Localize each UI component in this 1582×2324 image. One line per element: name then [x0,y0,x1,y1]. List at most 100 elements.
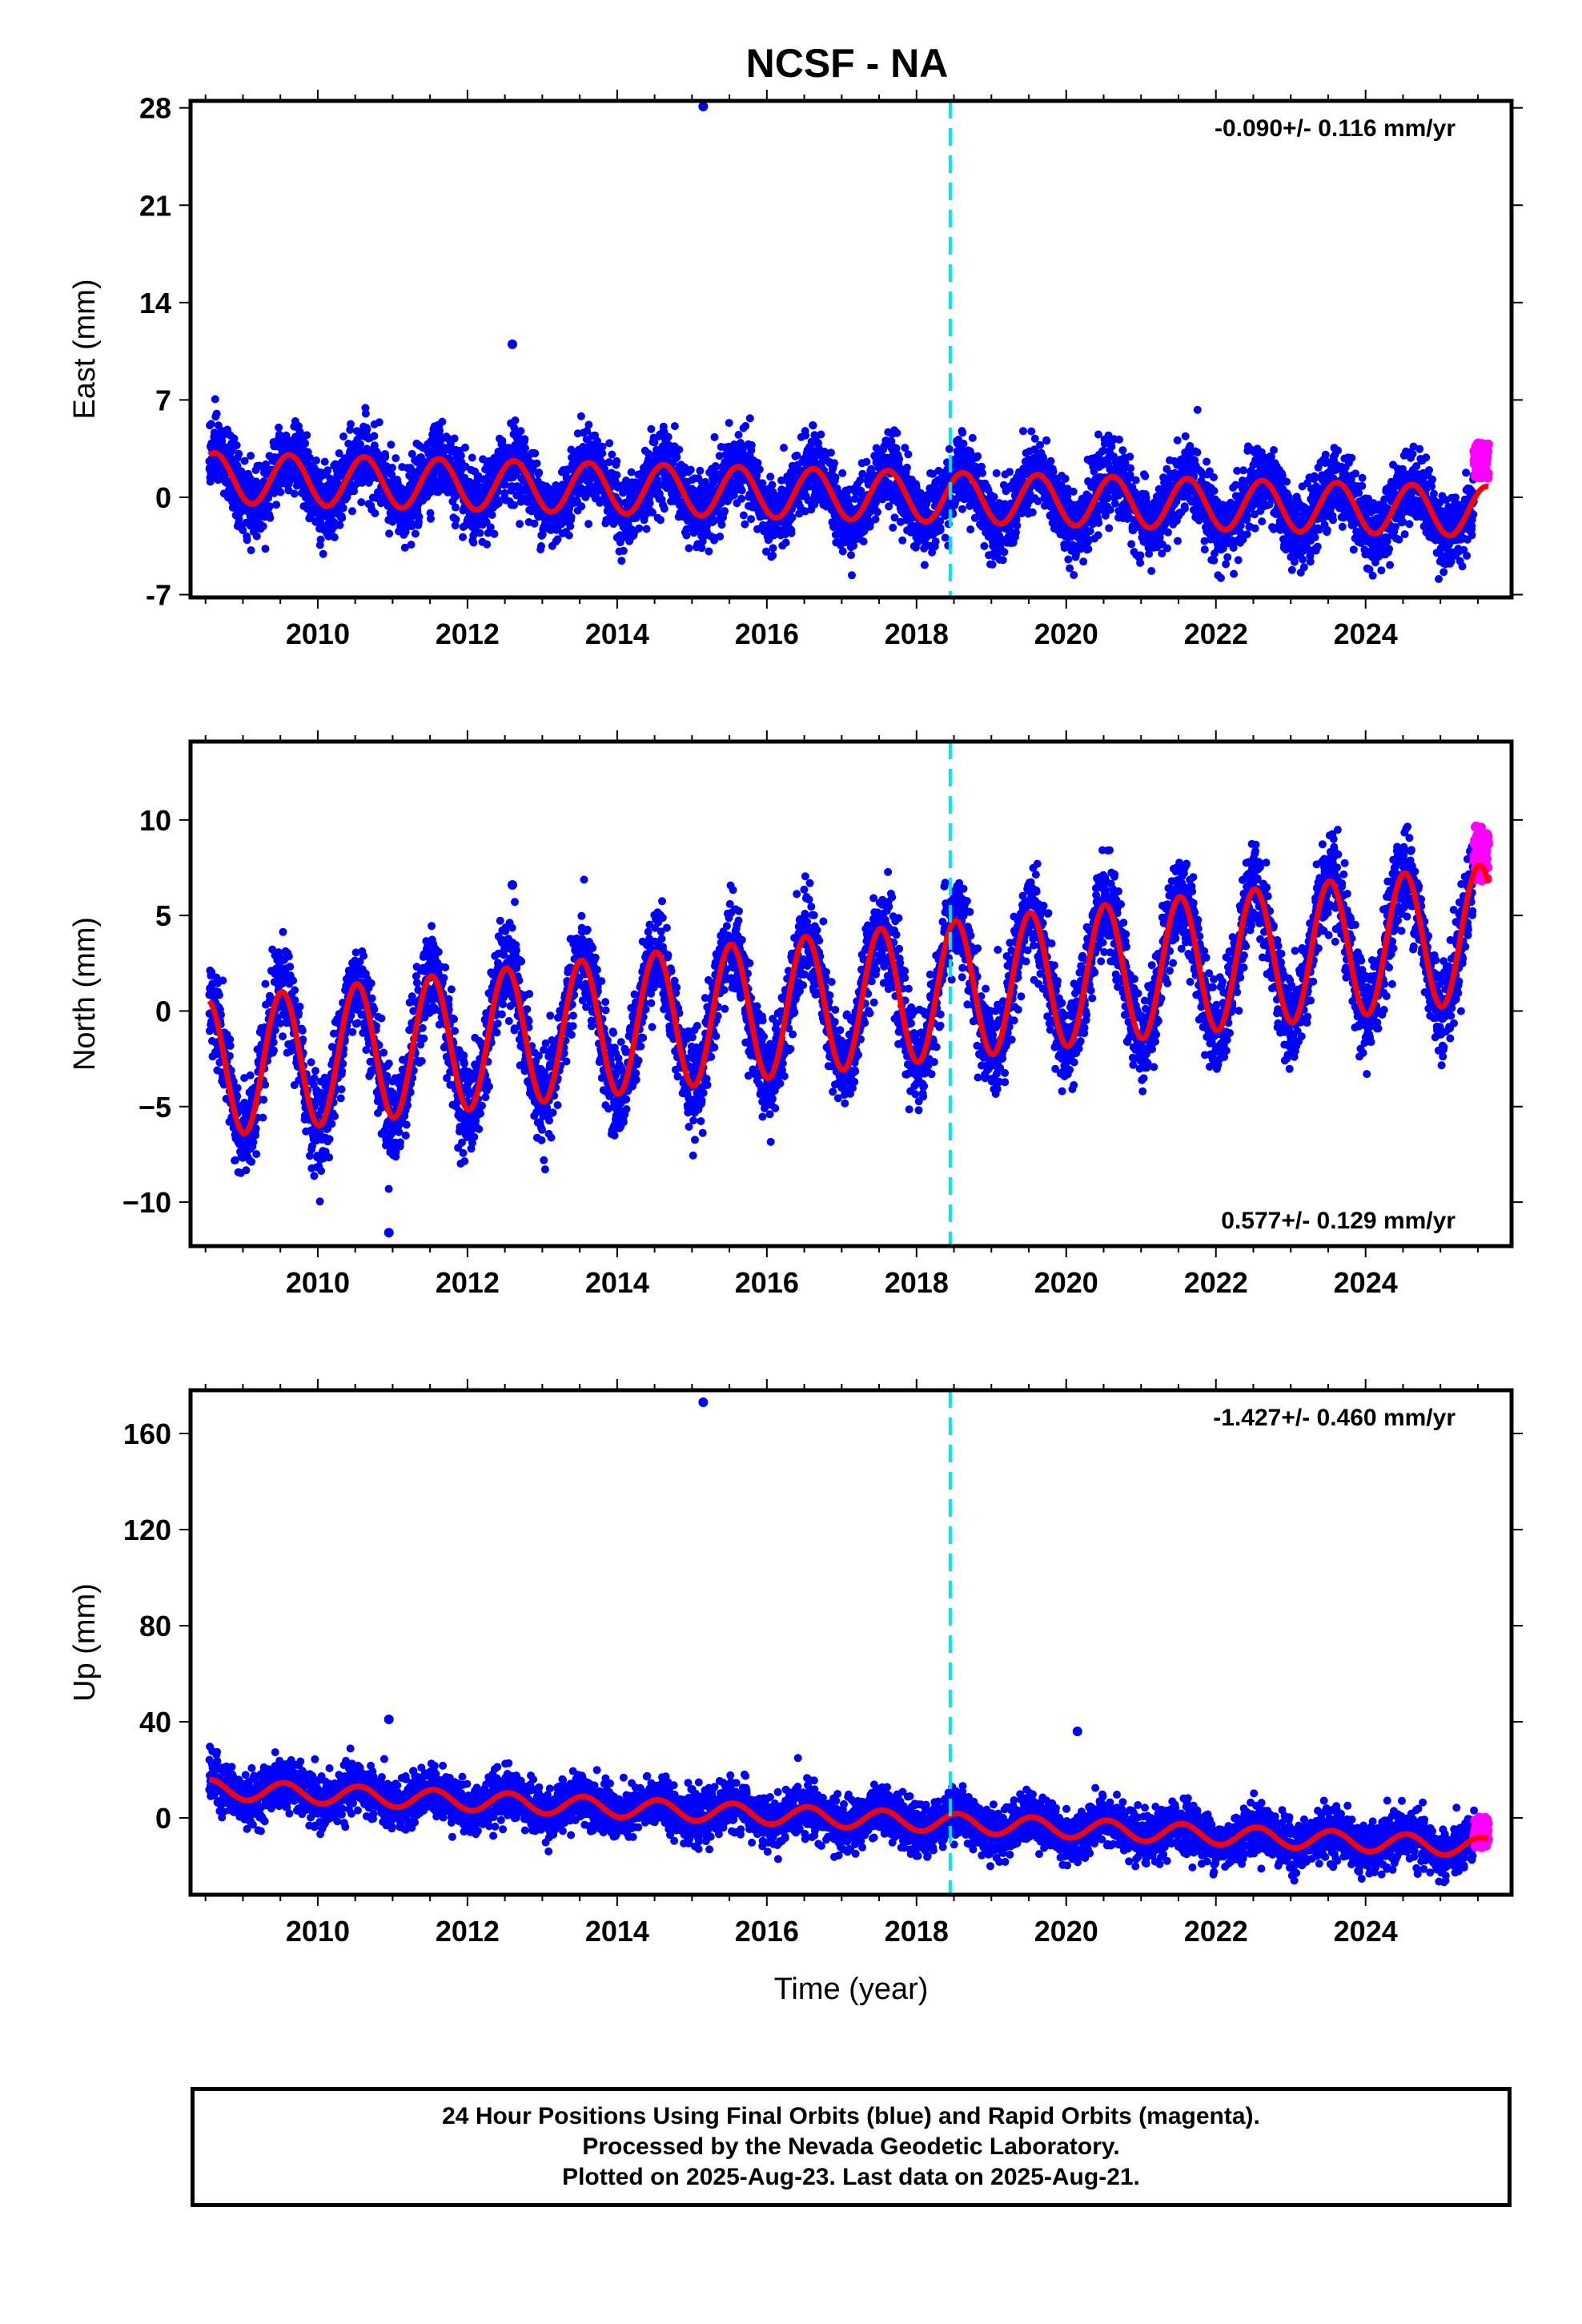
final-orbit-point [339,432,347,440]
final-orbit-point [1046,456,1055,465]
final-orbit-point [1030,434,1039,443]
final-orbit-point [1105,524,1114,533]
final-orbit-point [871,515,880,524]
final-orbit-point [1173,436,1182,444]
final-orbit-point [235,449,243,458]
final-orbit-point [243,536,251,545]
final-orbit-point [306,453,314,462]
final-orbit-point [211,395,219,404]
final-orbit-point [1064,555,1073,564]
final-orbit-point [1069,487,1078,496]
final-orbit-point [535,468,544,477]
final-orbit-point [567,513,576,521]
final-orbit-point [276,488,285,497]
final-orbit-point [207,420,215,428]
final-orbit-point [452,503,460,512]
final-orbit-point [387,470,396,479]
final-orbit-point [660,505,669,513]
final-orbit-point [1028,508,1037,517]
final-orbit-point [642,525,651,533]
final-orbit-point [619,546,628,555]
final-orbit-point [705,547,713,556]
final-orbit-point [1106,505,1114,514]
final-orbit-point [375,418,383,427]
final-orbit-point [737,486,746,495]
final-orbit-point [1013,521,1022,530]
final-orbit-point [737,494,746,503]
final-orbit-point [348,507,356,516]
final-orbit-point [768,480,777,489]
final-orbit-point [347,420,355,428]
final-orbit-point [675,445,684,454]
final-orbit-point [1210,487,1219,495]
final-orbit-point [252,532,261,541]
final-orbit-point [916,489,925,497]
final-orbit-points [205,395,1479,583]
final-orbit-point [370,432,379,440]
final-orbit-point [747,515,756,524]
final-orbit-point [1210,556,1219,565]
final-orbit-point [817,430,825,439]
final-orbit-point [338,513,347,522]
final-orbit-point [584,420,593,429]
final-orbit-point [780,444,788,452]
final-orbit-point [893,428,901,437]
final-orbit-point [990,493,998,501]
final-orbit-point [848,571,856,580]
final-orbit-point [510,501,518,509]
final-orbit-point [862,457,871,466]
final-orbit-point [363,425,371,434]
final-orbit-point [387,464,396,472]
final-orbit-point [391,454,400,463]
final-orbit-point [483,540,492,549]
final-orbit-point [889,523,897,532]
final-orbit-point [452,515,460,524]
final-orbit-point [1110,499,1119,508]
final-orbit-point [873,508,881,517]
final-orbit-point [516,520,524,529]
final-orbit-point [717,521,726,529]
final-orbit-point [577,502,586,511]
final-orbit-point [335,521,344,529]
final-orbit-point [1061,474,1070,483]
final-orbit-point [598,442,607,451]
final-orbit-point [831,473,840,482]
final-orbit-point [356,440,364,448]
final-orbit-point [468,453,476,462]
final-orbit-point [387,440,396,449]
final-orbit-point [521,444,529,452]
final-orbit-point [407,541,416,549]
final-orbit-point [1086,527,1094,536]
final-orbit-point [685,544,693,553]
final-orbit-point [426,509,435,517]
final-orbit-point [859,537,868,546]
final-orbit-point [1126,452,1134,461]
final-orbit-point [1217,573,1225,582]
final-orbit-point [1136,558,1145,567]
final-orbit-point [1131,476,1140,485]
final-orbit-point [240,456,249,465]
final-orbit-point [1070,571,1078,579]
final-orbit-point [371,509,379,517]
east-panel: 2010 2012 2014 2016 2018 2020 2022 2024-7071421… [68,90,1523,650]
final-orbit-point [721,507,729,516]
final-orbit-point [769,551,777,560]
final-orbit-point [1222,560,1231,569]
final-orbit-point [516,427,525,436]
final-orbit-point [1193,448,1202,456]
final-orbit-point [766,472,775,481]
final-orbit-point [350,487,359,496]
final-orbit-point [488,511,496,519]
final-orbit-point [801,431,810,440]
final-orbit-point [898,536,907,545]
final-orbit-point [734,431,743,439]
final-orbit-point [1181,432,1190,440]
final-orbit-point [1006,468,1014,476]
final-orbit-point [235,514,243,523]
final-orbit-point [645,499,654,508]
final-orbit-point [361,404,370,412]
final-orbit-point [936,525,945,534]
final-orbit-point [747,440,756,449]
final-orbit-point [284,486,293,495]
chart-title: NCSF - NA [746,41,949,86]
